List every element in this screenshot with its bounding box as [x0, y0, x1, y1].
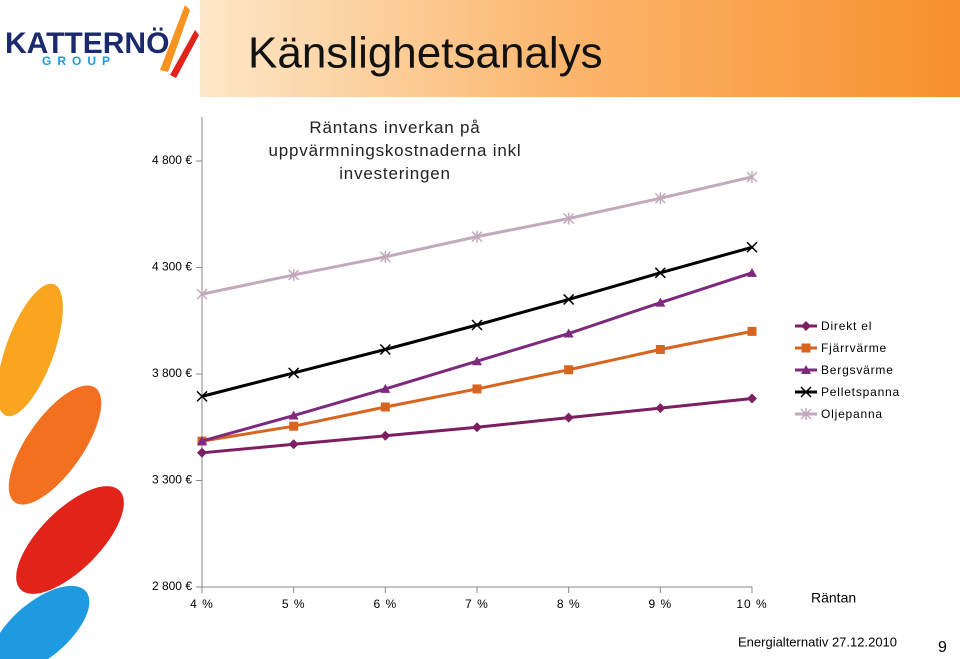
legend-label: Fjärrvärme	[821, 341, 887, 355]
x-tick-label: 7 %	[465, 597, 489, 611]
header-bar	[200, 0, 960, 97]
marker	[380, 430, 391, 441]
x-tick-label: 4 %	[190, 597, 214, 611]
y-tick-label: 4 800 €	[152, 153, 192, 167]
marker	[563, 412, 574, 423]
marker	[654, 267, 666, 279]
x-tick-label: 9 %	[648, 597, 672, 611]
marker	[563, 212, 575, 225]
marker	[563, 328, 574, 338]
marker	[654, 192, 666, 205]
series-line	[201, 245, 753, 398]
x-tick-label: 10 %	[736, 597, 767, 611]
marker	[380, 402, 390, 412]
marker	[472, 422, 482, 433]
legend-label: Direkt el	[821, 319, 872, 333]
marker	[747, 267, 757, 277]
logo: KATTERNÖ	[5, 27, 169, 60]
marker	[801, 321, 811, 331]
marker	[563, 293, 575, 305]
legend-label: Bergsvärme	[821, 363, 894, 377]
y-tick-label: 2 800 €	[152, 579, 192, 593]
marker	[746, 170, 758, 183]
y-tick-label: 3 300 €	[152, 473, 192, 487]
marker	[471, 230, 483, 243]
marker	[197, 447, 207, 458]
marker	[472, 356, 482, 366]
decoration	[0, 5, 199, 659]
marker	[197, 436, 207, 446]
marker	[801, 365, 811, 374]
marker	[564, 365, 574, 375]
marker	[747, 393, 757, 404]
marker	[800, 408, 812, 420]
marker	[288, 439, 299, 450]
marker	[288, 268, 300, 281]
marker	[747, 326, 757, 336]
marker	[380, 383, 391, 393]
marker	[801, 343, 811, 353]
marker	[800, 386, 812, 398]
page-number: 9	[938, 639, 947, 656]
marker	[289, 421, 299, 431]
legend-label: Pelletspanna	[821, 385, 900, 399]
footer: Energialternativ 27.12.2010	[738, 634, 897, 649]
legend-label: Oljepanna	[821, 407, 883, 421]
marker	[471, 319, 483, 331]
x-tick-label: 5 %	[282, 597, 306, 611]
marker	[196, 288, 208, 301]
marker	[746, 241, 758, 253]
x-tick-label: 8 %	[557, 597, 581, 611]
marker	[288, 367, 300, 379]
marker	[288, 410, 299, 420]
slide-title: Känslighetsanalys	[248, 29, 603, 78]
y-tick-label: 3 800 €	[152, 366, 192, 380]
marker	[379, 250, 391, 263]
y-tick-label: 4 300 €	[152, 260, 192, 274]
x-axis-label: Räntan	[811, 590, 856, 606]
marker	[379, 343, 391, 356]
logo-sub: GROUP	[42, 54, 116, 68]
marker	[655, 345, 665, 355]
marker	[196, 390, 208, 402]
x-tick-label: 6 %	[373, 597, 397, 611]
chart-title: Räntans inverkan på uppvärmningskostnade…	[268, 118, 522, 183]
marker	[655, 297, 666, 307]
marker	[472, 384, 482, 394]
marker	[655, 403, 666, 414]
